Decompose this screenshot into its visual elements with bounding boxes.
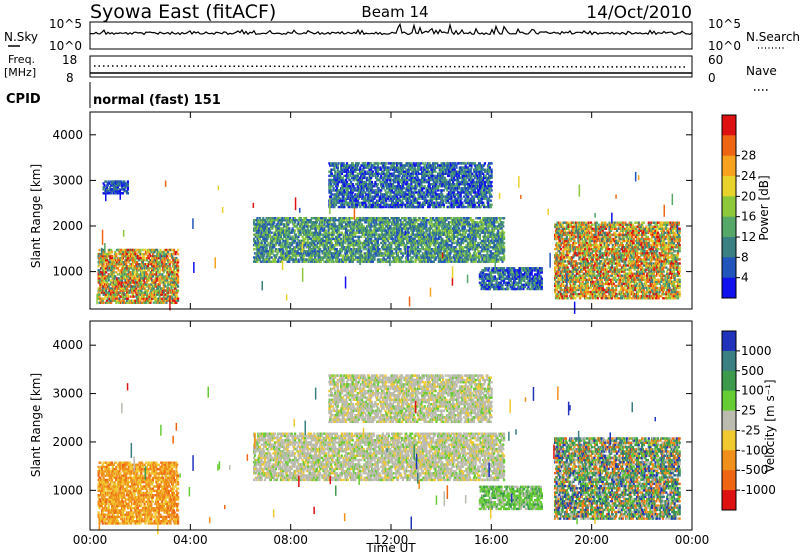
heatmap-cell xyxy=(110,249,112,251)
heatmap-cell xyxy=(159,249,161,251)
nave-label: Nave xyxy=(746,64,777,78)
freq-label: Freq. xyxy=(8,53,35,66)
nsearch-tick-top: 10^5 xyxy=(708,17,741,31)
heatmap-cell xyxy=(115,271,117,273)
heatmap-cell xyxy=(159,281,161,283)
nsearch-tick-bottom: 10^0 xyxy=(708,39,741,53)
date-label: 14/Oct/2010 xyxy=(586,3,692,23)
heatmap-cell xyxy=(133,295,135,297)
freq-panel: Freq. [MHz] 18 8 60 0 Nave xyxy=(4,53,777,90)
heatmap-cell xyxy=(113,267,115,269)
beam-label: Beam 14 xyxy=(361,3,428,21)
heatmap-cell xyxy=(139,249,141,251)
heatmap-cell xyxy=(167,251,169,253)
nsky-tick-top: 10^5 xyxy=(49,17,82,31)
nave-dots xyxy=(94,66,688,67)
nsky-label: N.Sky xyxy=(4,30,38,44)
noise-panel: N.Sky 10^5 10^0 10^5 10^0 N.Search xyxy=(4,17,800,53)
noise-trace xyxy=(90,24,692,34)
title: Syowa East (fitACF) xyxy=(90,1,276,23)
heatmap-cell xyxy=(128,295,130,297)
freq-tick-bottom: 8 xyxy=(66,71,74,85)
power-panel: 1000200030004000 Slant Range [km] 481216… xyxy=(29,112,771,314)
nave-tick-top: 60 xyxy=(708,53,723,67)
heatmap-cell xyxy=(156,249,158,251)
nsearch-label: N.Search xyxy=(746,30,800,44)
heatmap-cell xyxy=(164,281,166,283)
rti-figure: Syowa East (fitACF) Beam 14 14/Oct/2010 … xyxy=(0,0,800,554)
heatmap-cell xyxy=(111,255,113,257)
heatmap-cell xyxy=(141,267,143,269)
heatmap-cell xyxy=(103,302,105,304)
heatmap-cell xyxy=(164,259,166,261)
cpid-row: CPID normal (fast) 151 xyxy=(6,82,221,108)
cpid-value: normal (fast) 151 xyxy=(93,93,221,108)
heatmap-cell xyxy=(138,259,140,261)
heatmap-cell xyxy=(144,249,146,251)
heatmap-cell xyxy=(98,249,100,251)
heatmap-cell xyxy=(159,269,161,271)
heatmap-cell xyxy=(147,289,149,291)
heatmap-cell xyxy=(103,298,105,300)
freq-tick-top: 18 xyxy=(62,53,77,67)
heatmap-cell xyxy=(120,249,122,251)
nave-tick-bottom: 0 xyxy=(708,71,716,85)
freq-unit-label: [MHz] xyxy=(4,66,36,79)
cpid-label: CPID xyxy=(6,92,41,107)
heatmap-cell xyxy=(165,249,167,251)
heatmap-cell xyxy=(115,253,117,255)
heatmap-cell xyxy=(154,251,156,253)
power-scatter xyxy=(96,162,681,314)
heatmap-cell xyxy=(144,257,146,259)
nsky-tick-bottom: 10^0 xyxy=(49,39,82,53)
heatmap-cell xyxy=(167,257,169,259)
heatmap-cell xyxy=(111,251,113,253)
